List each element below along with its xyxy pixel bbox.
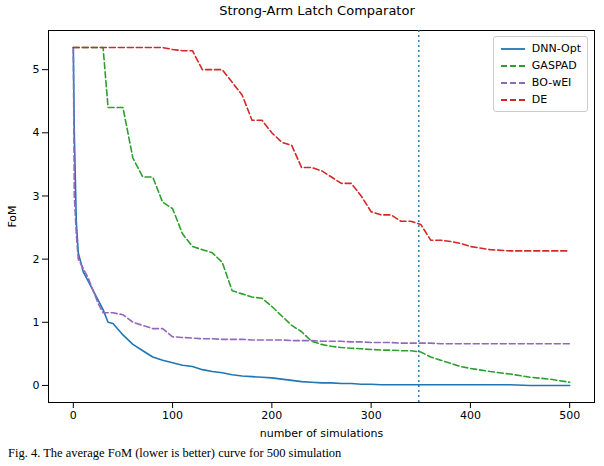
svg-text:3: 3 — [33, 189, 40, 202]
svg-text:number of simulations: number of simulations — [260, 427, 384, 440]
svg-text:200: 200 — [261, 409, 282, 422]
svg-text:5: 5 — [33, 63, 40, 76]
html-text:DNN-Opt: DNN-Opt — [531, 42, 581, 55]
svg-text:0: 0 — [70, 409, 77, 422]
svg-text:100: 100 — [162, 409, 183, 422]
html-text:DE: DE — [531, 93, 548, 106]
svg-text:500: 500 — [559, 409, 580, 422]
svg-text:4: 4 — [33, 126, 40, 139]
html-text:Strong-Arm Latch Comparator: Strong-Arm Latch Comparator — [219, 3, 415, 18]
svg-text:1: 1 — [33, 316, 40, 329]
svg-text:300: 300 — [361, 409, 382, 422]
svg-text:2: 2 — [33, 253, 40, 266]
html-text:GASPAD: GASPAD — [531, 59, 577, 72]
html-text:BO-wEI: BO-wEI — [531, 76, 572, 89]
svg-text:FoM: FoM — [6, 205, 19, 227]
svg-text:400: 400 — [460, 409, 481, 422]
svg-text:0: 0 — [33, 379, 40, 392]
html-text:Fig. 4. The average FoM (lower: Fig. 4. The average FoM (lower is better… — [8, 446, 342, 460]
